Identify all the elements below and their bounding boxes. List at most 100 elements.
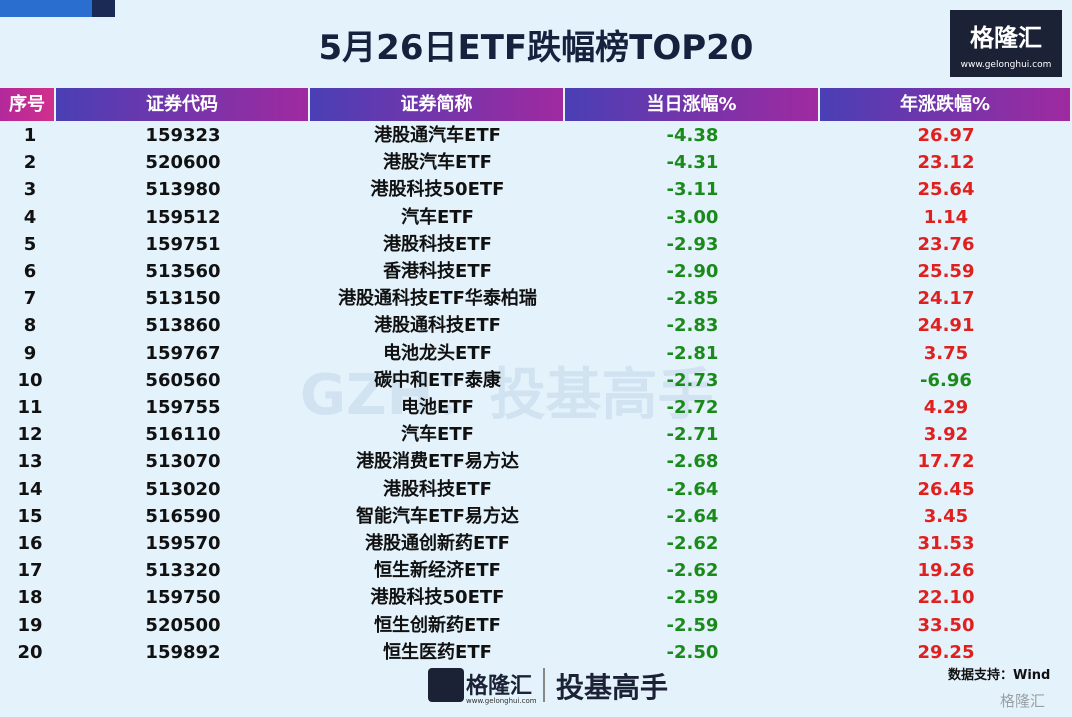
code: 513020 <box>145 478 221 500</box>
code: 520600 <box>145 152 221 174</box>
row-number: 19 <box>17 614 43 636</box>
name: 港股科技ETF <box>383 233 492 255</box>
row-number: 8 <box>23 315 37 337</box>
row-number: 11 <box>17 397 43 418</box>
name: 港股通创新药ETF <box>365 533 510 554</box>
code: 159751 <box>145 233 221 255</box>
column-header: 年涨跌幅% <box>820 88 1070 121</box>
daily-change: -2.62 <box>666 533 719 554</box>
name: 香港科技ETF <box>383 261 492 282</box>
code: 513860 <box>145 315 221 337</box>
yearly-change: 23.76 <box>917 233 975 255</box>
name: 碳中和ETF泰康 <box>374 369 501 391</box>
name: 智能汽车ETF易方达 <box>356 505 519 527</box>
watermark: GZH：投基高手 <box>300 363 714 428</box>
code: 159767 <box>145 342 221 364</box>
row-number: 13 <box>17 451 43 473</box>
row-number: 20 <box>17 641 43 663</box>
name: 恒生医药ETF <box>383 641 492 663</box>
yearly-change: 33.50 <box>917 614 975 636</box>
name: 电池龙头ETF <box>383 342 492 364</box>
daily-change: -2.90 <box>666 261 719 282</box>
daily-change: -2.68 <box>666 451 719 473</box>
row-number: 6 <box>23 261 37 282</box>
yearly-change: 1.14 <box>923 206 969 228</box>
yearly-change: 26.45 <box>917 478 975 500</box>
code: 516110 <box>145 424 221 446</box>
footer-slogan: 投基高手 <box>556 671 669 704</box>
daily-change: -4.38 <box>666 125 719 146</box>
daily-change: -3.00 <box>666 206 719 228</box>
yearly-change: 3.45 <box>923 505 969 527</box>
daily-change: -4.31 <box>666 152 719 174</box>
code: 159512 <box>145 206 221 228</box>
name: 港股汽车ETF <box>383 152 492 174</box>
name: 港股通科技ETF <box>374 315 501 337</box>
column-header: 证券代码 <box>56 88 308 121</box>
code: 159323 <box>145 125 221 146</box>
row-number: 15 <box>17 505 43 527</box>
row-number: 18 <box>17 587 43 609</box>
name: 港股通汽车ETF <box>374 125 501 146</box>
daily-change: -2.50 <box>666 641 719 663</box>
corner-watermark: 格隆汇 <box>1000 692 1046 710</box>
daily-change: -2.64 <box>666 478 719 500</box>
name: 恒生创新药ETF <box>374 614 501 636</box>
code: 159570 <box>145 533 221 554</box>
yearly-change: 24.17 <box>917 288 975 310</box>
logo-url: www.gelonghui.com <box>960 60 1052 70</box>
code: 513150 <box>145 288 221 310</box>
name: 恒生新经济ETF <box>374 560 501 582</box>
row-number: 7 <box>23 288 37 310</box>
yearly-change: 31.53 <box>917 533 975 554</box>
footer-url: www.gelonghui.com <box>466 697 537 705</box>
daily-change: -2.81 <box>666 342 719 364</box>
row-number: 16 <box>17 533 43 554</box>
yearly-change: 25.59 <box>917 261 975 282</box>
yearly-change: 22.10 <box>917 587 975 609</box>
code: 159750 <box>145 587 221 609</box>
yearly-change: 24.91 <box>917 315 975 337</box>
row-number: 1 <box>23 125 37 146</box>
source-note: 数据支持：Wind <box>948 668 1051 683</box>
title: 5月26日ETF跌幅榜TOP20 <box>318 28 754 68</box>
daily-change: -2.64 <box>666 505 719 527</box>
yearly-change: 26.97 <box>917 125 975 146</box>
yearly-change: 23.12 <box>917 152 975 174</box>
name: 港股科技ETF <box>383 478 492 500</box>
code: 513320 <box>145 560 221 582</box>
separator <box>543 668 545 702</box>
daily-change: -2.59 <box>666 614 719 636</box>
yearly-change: 4.29 <box>923 397 969 418</box>
daily-change: -2.72 <box>666 397 719 418</box>
name: 汽车ETF <box>401 424 474 446</box>
daily-change: -3.11 <box>666 179 719 201</box>
row-number: 12 <box>17 424 43 446</box>
code: 513070 <box>145 451 221 473</box>
footer-logo: 格隆汇 <box>466 674 533 699</box>
code: 513980 <box>145 179 221 201</box>
yearly-change: 17.72 <box>917 451 975 473</box>
row-number: 5 <box>23 233 37 255</box>
corner-bar <box>0 0 115 17</box>
code: 513560 <box>145 261 221 282</box>
column-header: 当日涨幅% <box>565 88 818 121</box>
row-number: 2 <box>23 152 37 174</box>
name: 港股科技50ETF <box>370 179 505 201</box>
daily-change: -2.62 <box>666 560 719 582</box>
daily-change: -2.71 <box>666 424 719 446</box>
daily-change: -2.93 <box>666 233 719 255</box>
row-number: 4 <box>23 206 37 228</box>
column-header: 证券简称 <box>310 88 563 121</box>
name: 港股科技50ETF <box>370 587 505 609</box>
logo-box: 格隆汇 www.gelonghui.com <box>950 10 1062 77</box>
yearly-change: 25.64 <box>917 179 975 201</box>
row-number: 17 <box>17 560 43 582</box>
row-number: 9 <box>23 342 37 364</box>
daily-change: -2.73 <box>666 369 719 391</box>
row-number: 10 <box>17 369 43 391</box>
code: 159892 <box>145 641 221 663</box>
code: 560560 <box>145 369 221 391</box>
name: 汽车ETF <box>401 206 474 228</box>
